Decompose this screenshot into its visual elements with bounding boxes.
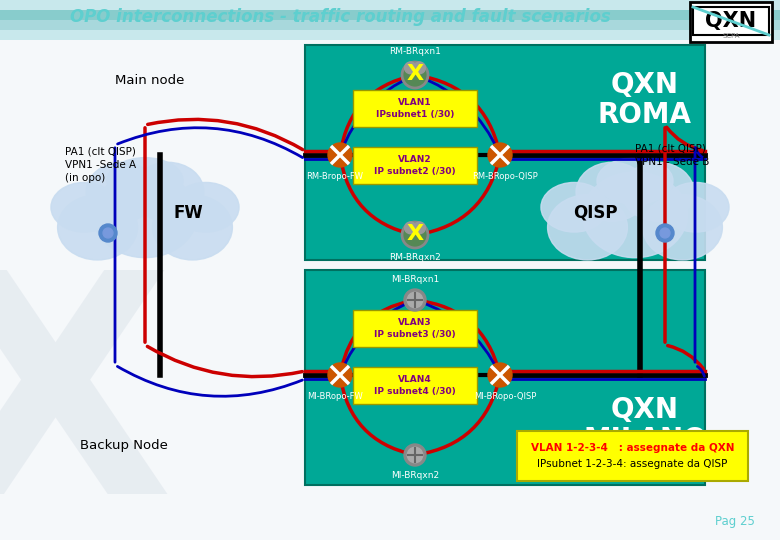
- Text: MI-BRqxn2: MI-BRqxn2: [391, 471, 439, 480]
- Ellipse shape: [58, 195, 137, 260]
- Circle shape: [404, 444, 426, 466]
- FancyArrowPatch shape: [418, 158, 499, 234]
- Circle shape: [328, 363, 352, 387]
- Text: FW: FW: [173, 204, 203, 222]
- Text: RM-BRqxn2: RM-BRqxn2: [389, 253, 441, 262]
- Text: MI-BRopo-FW: MI-BRopo-FW: [307, 392, 363, 401]
- Circle shape: [407, 447, 423, 463]
- FancyArrowPatch shape: [418, 76, 499, 152]
- Ellipse shape: [541, 183, 608, 232]
- Ellipse shape: [172, 183, 239, 232]
- Circle shape: [99, 224, 117, 242]
- FancyArrowPatch shape: [418, 377, 499, 455]
- Text: QXN: QXN: [705, 11, 757, 31]
- Ellipse shape: [86, 163, 158, 221]
- Circle shape: [402, 222, 428, 248]
- Ellipse shape: [643, 195, 722, 260]
- Circle shape: [660, 228, 670, 238]
- Ellipse shape: [576, 163, 648, 221]
- Text: VLAN2
IP subnet2 (/30): VLAN2 IP subnet2 (/30): [374, 156, 456, 176]
- FancyBboxPatch shape: [0, 0, 780, 40]
- FancyArrowPatch shape: [341, 301, 413, 372]
- Text: QXN
ROMA: QXN ROMA: [598, 71, 692, 129]
- Text: IPsubnet 1-2-3-4: assegnate da QISP: IPsubnet 1-2-3-4: assegnate da QISP: [537, 459, 728, 469]
- Ellipse shape: [132, 163, 204, 221]
- FancyBboxPatch shape: [690, 2, 772, 42]
- Text: VLAN3
IP subnet3 (/30): VLAN3 IP subnet3 (/30): [374, 319, 456, 339]
- Circle shape: [413, 222, 425, 234]
- Text: X: X: [406, 64, 424, 84]
- Circle shape: [103, 228, 113, 238]
- Text: Pag 25: Pag 25: [715, 515, 755, 528]
- Text: X: X: [0, 261, 172, 540]
- FancyArrowPatch shape: [417, 76, 499, 152]
- Text: X: X: [406, 224, 424, 244]
- Ellipse shape: [93, 172, 197, 258]
- Text: VLAN 1-2-3-4   : assegnate da QXN: VLAN 1-2-3-4 : assegnate da QXN: [530, 443, 734, 453]
- FancyArrowPatch shape: [147, 119, 303, 150]
- Text: SCPA: SCPA: [722, 33, 739, 39]
- Text: PA1 (clt QISP)
VPN1 - Sede B: PA1 (clt QISP) VPN1 - Sede B: [635, 144, 709, 167]
- FancyArrowPatch shape: [340, 76, 413, 152]
- Text: MI-BRopo-QISP: MI-BRopo-QISP: [473, 392, 536, 401]
- Ellipse shape: [597, 158, 673, 204]
- Text: RM-BRqxn1: RM-BRqxn1: [389, 47, 441, 56]
- Text: MI-BRqxn1: MI-BRqxn1: [391, 275, 439, 284]
- Ellipse shape: [153, 195, 232, 260]
- Circle shape: [413, 62, 425, 73]
- FancyArrowPatch shape: [696, 148, 703, 158]
- Circle shape: [488, 363, 512, 387]
- Circle shape: [402, 62, 428, 88]
- Ellipse shape: [583, 172, 687, 258]
- Ellipse shape: [51, 183, 118, 232]
- Text: Main node: Main node: [115, 73, 184, 86]
- FancyArrowPatch shape: [340, 158, 413, 234]
- Text: OPO interconnections - traffic routing and fault scenarios: OPO interconnections - traffic routing a…: [69, 8, 611, 26]
- Ellipse shape: [107, 158, 183, 204]
- FancyArrowPatch shape: [417, 301, 499, 373]
- FancyBboxPatch shape: [517, 431, 748, 481]
- Circle shape: [328, 143, 352, 167]
- Text: RM-BRopo-QISP: RM-BRopo-QISP: [472, 172, 538, 181]
- Circle shape: [407, 292, 423, 308]
- FancyBboxPatch shape: [353, 90, 477, 127]
- FancyArrowPatch shape: [667, 127, 702, 151]
- Circle shape: [404, 289, 426, 311]
- Ellipse shape: [622, 163, 694, 221]
- Circle shape: [488, 143, 512, 167]
- FancyArrowPatch shape: [697, 367, 704, 376]
- Ellipse shape: [548, 195, 627, 260]
- Ellipse shape: [662, 183, 729, 232]
- Text: RM-Bropo-FW: RM-Bropo-FW: [307, 172, 363, 181]
- Circle shape: [405, 222, 417, 234]
- FancyBboxPatch shape: [353, 367, 477, 404]
- FancyBboxPatch shape: [0, 40, 780, 540]
- FancyArrowPatch shape: [341, 76, 413, 152]
- Text: VLAN4
IP subnet4 (/30): VLAN4 IP subnet4 (/30): [374, 375, 456, 395]
- FancyArrowPatch shape: [340, 378, 413, 454]
- FancyBboxPatch shape: [305, 270, 705, 485]
- FancyArrowPatch shape: [147, 347, 303, 376]
- FancyBboxPatch shape: [693, 7, 769, 35]
- FancyArrowPatch shape: [118, 128, 303, 158]
- Circle shape: [405, 62, 417, 73]
- FancyBboxPatch shape: [305, 45, 705, 260]
- Text: VLAN1
IPsubnet1 (/30): VLAN1 IPsubnet1 (/30): [376, 98, 454, 119]
- Text: QXN
MILANO: QXN MILANO: [583, 396, 707, 454]
- Text: Backup Node: Backup Node: [80, 438, 168, 451]
- FancyBboxPatch shape: [353, 147, 477, 184]
- Text: PA1 (clt QISP)
VPN1 -Sede A
(in opo): PA1 (clt QISP) VPN1 -Sede A (in opo): [65, 147, 136, 183]
- FancyArrowPatch shape: [341, 301, 413, 373]
- Circle shape: [656, 224, 674, 242]
- Text: QISP: QISP: [573, 204, 617, 222]
- FancyBboxPatch shape: [353, 310, 477, 347]
- FancyBboxPatch shape: [0, 10, 780, 30]
- FancyBboxPatch shape: [0, 10, 780, 20]
- FancyArrowPatch shape: [668, 346, 704, 369]
- FancyArrowPatch shape: [118, 367, 303, 396]
- FancyArrowPatch shape: [418, 300, 499, 372]
